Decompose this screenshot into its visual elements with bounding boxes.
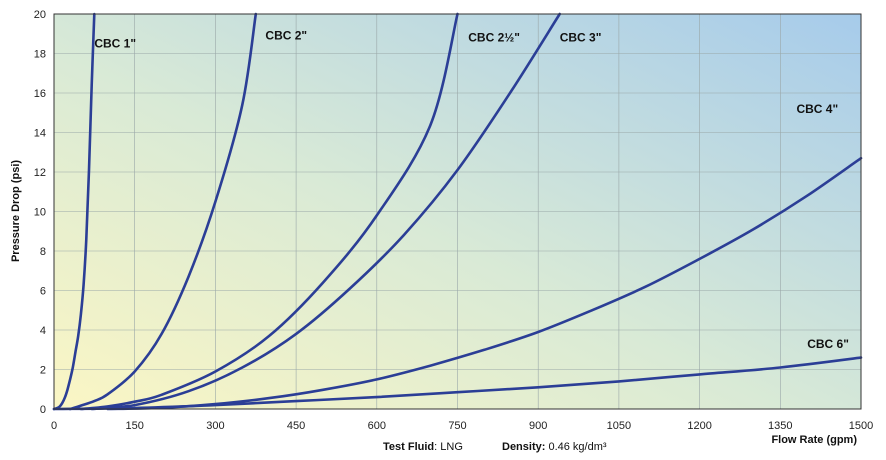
y-tick-labels: 0 2 4 6 8 10 12 14 16 18 20 [34, 9, 46, 416]
curve-series-line [79, 12, 459, 411]
x-tick-label: 600 [368, 420, 386, 432]
curve-label: CBC 3" [560, 31, 602, 45]
curve-label: CBC 1" [94, 37, 136, 51]
y-tick-label: 2 [40, 365, 46, 377]
curve-series-line [52, 356, 863, 411]
curve-label: CBC 2½" [468, 31, 520, 45]
curve-series-line [90, 12, 561, 411]
x-tick-label: 0 [51, 420, 57, 432]
x-tick-label: 1350 [768, 420, 792, 432]
curve-label: CBC 2" [265, 29, 307, 43]
y-tick-label: 0 [40, 404, 46, 416]
y-axis-label: Pressure Drop (psi) [10, 160, 22, 262]
y-tick-label: 14 [34, 128, 46, 140]
test-fluid-note: Test Fluid: LNG [383, 441, 463, 453]
y-tick-label: 20 [34, 9, 46, 21]
x-tick-labels: 0 150 300 450 600 750 900 1050 1200 1350 1500 [51, 420, 873, 432]
density-label: Density: [502, 441, 546, 453]
x-tick-label: 1200 [687, 420, 711, 432]
y-tick-label: 6 [40, 286, 46, 298]
curve-series-line [106, 156, 863, 411]
x-tick-label: 300 [206, 420, 224, 432]
x-tick-label: 450 [287, 420, 305, 432]
x-axis-label: Flow Rate (gpm) [771, 434, 857, 446]
x-tick-label: 1050 [607, 420, 631, 432]
test-fluid-value: : LNG [434, 441, 463, 453]
y-tick-label: 16 [34, 88, 46, 100]
y-tick-label: 4 [40, 325, 46, 337]
y-tick-label: 8 [40, 246, 46, 258]
curve-group [52, 12, 863, 411]
curve-series-line [52, 12, 96, 411]
plot-frame [53, 13, 862, 410]
density-note: Density: 0.46 kg/dm³ [502, 441, 607, 453]
y-tick-label: 18 [34, 49, 46, 61]
test-fluid-label: Test Fluid [383, 441, 435, 453]
curve-series-line [68, 12, 258, 411]
x-tick-label: 150 [126, 420, 144, 432]
x-tick-label: 750 [448, 420, 466, 432]
y-tick-label: 10 [34, 207, 46, 219]
y-tick-label: 12 [34, 167, 46, 179]
density-value: 0.46 kg/dm³ [545, 441, 607, 453]
curve-labels: CBC 1" CBC 2" CBC 2½" CBC 3" CBC 4" CBC 6" [94, 29, 849, 351]
x-tick-label: 900 [529, 420, 547, 432]
curve-label: CBC 4" [796, 102, 838, 116]
curve-label: CBC 6" [807, 337, 849, 351]
x-tick-label: 1500 [849, 420, 873, 432]
